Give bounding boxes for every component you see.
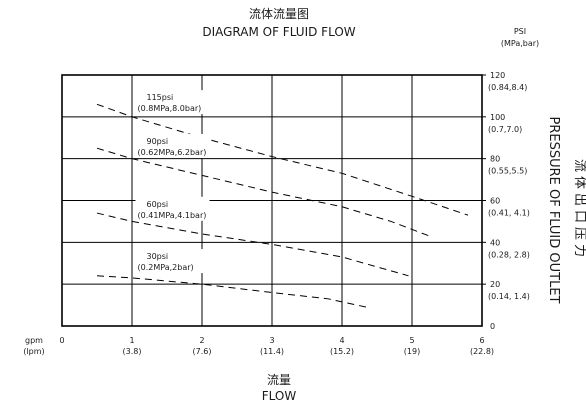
x-tick-sublabel-6: (22.8) — [470, 347, 494, 356]
series-lines — [96, 103, 469, 308]
y-tick-label-0: 0 — [490, 322, 495, 331]
plot-grid — [61, 74, 483, 327]
x-axis-title: FLOW — [262, 389, 297, 403]
y-tick-sublabel-2: (0.28, 2.8) — [488, 250, 530, 259]
x-tick-label-6: 6 — [479, 336, 484, 345]
y-unit-bottom: (MPa,bar) — [501, 39, 539, 48]
y-tick-sublabel-6: (0.84,8.4) — [488, 83, 527, 92]
y-tick-label-1: 20 — [490, 280, 500, 289]
y-axis-title-cn: 流体出口压力 — [572, 159, 586, 261]
x-tick-label-4: 4 — [339, 336, 344, 345]
chart-title: DIAGRAM OF FLUID FLOW — [202, 25, 355, 39]
y-unit-top: PSI — [514, 27, 526, 36]
series-label-1: 90psi — [147, 137, 169, 146]
series-label-bg-0 — [135, 90, 210, 115]
series-line-2 — [96, 212, 409, 277]
y-tick-sublabel-5: (0.7,7.0) — [488, 125, 522, 134]
series-label-0: 115psi — [147, 93, 174, 102]
chart-title-cn: 流体流量图 — [249, 7, 309, 21]
series-sublabel-0: (0.8MPa,8.0bar) — [138, 104, 202, 113]
series-line-3 — [96, 275, 367, 308]
x-unit-top: gpm — [25, 336, 43, 345]
series-line-1 — [96, 147, 430, 237]
x-tick-sublabel-5: (19) — [404, 347, 420, 356]
series-label-bg-2 — [135, 196, 210, 221]
series-line-0 — [96, 103, 469, 216]
series-label-bg-1 — [135, 134, 210, 159]
y-axis-title: PRESSURE OF FLUID OUTLET — [546, 117, 561, 304]
series-label-2: 60psi — [147, 200, 169, 209]
y-axis-ticks: 0 20 (0.14, 1.4) 40 (0.28, 2.8) 60 (0.41, 4.1)… — [482, 71, 530, 331]
series-sublabel-3: (0.2MPa,2bar) — [138, 263, 194, 272]
x-tick-sublabel-1: (3.8) — [123, 347, 142, 356]
y-tick-label-2: 40 — [490, 238, 500, 247]
x-tick-sublabel-3: (11.4) — [260, 347, 284, 356]
series-label-bg-3 — [135, 249, 210, 274]
y-tick-label-4: 80 — [490, 155, 500, 164]
y-tick-sublabel-3: (0.41, 4.1) — [488, 209, 530, 218]
x-tick-sublabel-2: (7.6) — [193, 347, 212, 356]
x-tick-sublabel-4: (15.2) — [330, 347, 354, 356]
x-tick-label-5: 5 — [409, 336, 414, 345]
x-tick-label-2: 2 — [199, 336, 204, 345]
series-sublabel-1: (0.62MPa,6.2bar) — [138, 148, 207, 157]
y-tick-sublabel-1: (0.14, 1.4) — [488, 292, 530, 301]
series-label-3: 30psi — [147, 252, 169, 261]
y-tick-label-5: 100 — [490, 113, 505, 122]
x-tick-label-1: 1 — [129, 336, 134, 345]
x-tick-label-3: 3 — [269, 336, 274, 345]
y-tick-label-3: 60 — [490, 197, 500, 206]
x-tick-label-0: 0 — [59, 336, 64, 345]
y-tick-label-6: 120 — [490, 71, 505, 80]
x-axis-ticks: 0 1 (3.8) 2 (7.6) 3 (11.4) 4 (15.2) 5 (19) 6 (22.8) — [59, 336, 494, 356]
x-unit-bottom: (lpm) — [23, 347, 44, 356]
x-axis-title-cn: 流量 — [267, 373, 291, 387]
series-labels: 115psi (0.8MPa,8.0bar) 90psi (0.62MPa,6.2ba… — [135, 90, 210, 274]
y-tick-sublabel-4: (0.55,5.5) — [488, 167, 527, 176]
series-sublabel-2: (0.41MPa,4.1bar) — [138, 211, 207, 220]
